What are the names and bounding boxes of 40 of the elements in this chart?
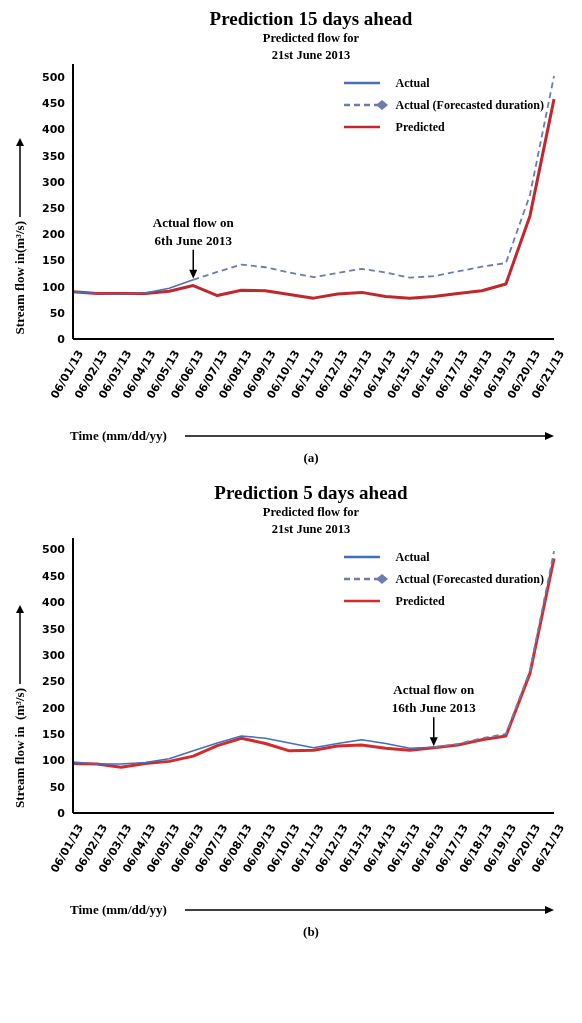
x-axis-title: Time (mm/dd/yy) [70, 428, 167, 444]
legend-label: Actual [395, 549, 430, 565]
chart-subtitle: Predicted flow for 21st June 2013 [261, 30, 361, 64]
annotation: Actual flow on 16th June 2013 [391, 682, 477, 716]
y-tick-label: 50 [49, 306, 66, 320]
y-tick-label: 450 [42, 97, 66, 111]
y-tick-label: 350 [42, 622, 66, 636]
y-axis-title: Stream flow in (m³/s) [12, 688, 28, 808]
y-tick-label: 450 [42, 569, 66, 583]
y-tick-label: 250 [42, 201, 66, 215]
y-tick-label: 0 [57, 332, 66, 346]
y-tick-label: 300 [42, 175, 66, 189]
chart-subtitle: Predicted flow for 21st June 2013 [261, 504, 361, 538]
text: (b) [302, 924, 320, 940]
y-axis-title: Stream flow in(m³/s) [12, 220, 28, 334]
y-tick-label: 0 [57, 806, 66, 820]
text: (a) [302, 450, 320, 466]
y-tick-label: 150 [42, 727, 66, 741]
y-tick-label: 150 [42, 254, 66, 268]
legend-label: Predicted [395, 119, 445, 135]
y-tick-label: 500 [42, 543, 66, 557]
y-tick-label: 500 [42, 71, 66, 84]
y-tick-label: 50 [49, 780, 66, 794]
y-tick-label: 400 [42, 596, 66, 610]
legend-label: Predicted [395, 593, 445, 609]
y-tick-label: 300 [42, 648, 66, 662]
chart-title: Prediction 5 days ahead [213, 482, 409, 504]
y-tick-label: 400 [42, 123, 66, 137]
legend-label: Actual (Forecasted duration) [395, 571, 544, 587]
y-tick-label: 200 [42, 701, 66, 715]
legend-label: Actual (Forecasted duration) [395, 97, 544, 113]
y-tick-label: 100 [42, 280, 66, 294]
y-tick-label: 100 [42, 754, 66, 768]
y-tick-label: 350 [42, 149, 66, 163]
chart-title: Prediction 15 days ahead [208, 8, 414, 30]
x-axis-title: Time (mm/dd/yy) [70, 902, 167, 918]
y-tick-label: 250 [42, 675, 66, 689]
legend-label: Actual [395, 75, 430, 91]
y-tick-label: 200 [42, 228, 66, 242]
annotation: Actual flow on 6th June 2013 [152, 214, 235, 248]
